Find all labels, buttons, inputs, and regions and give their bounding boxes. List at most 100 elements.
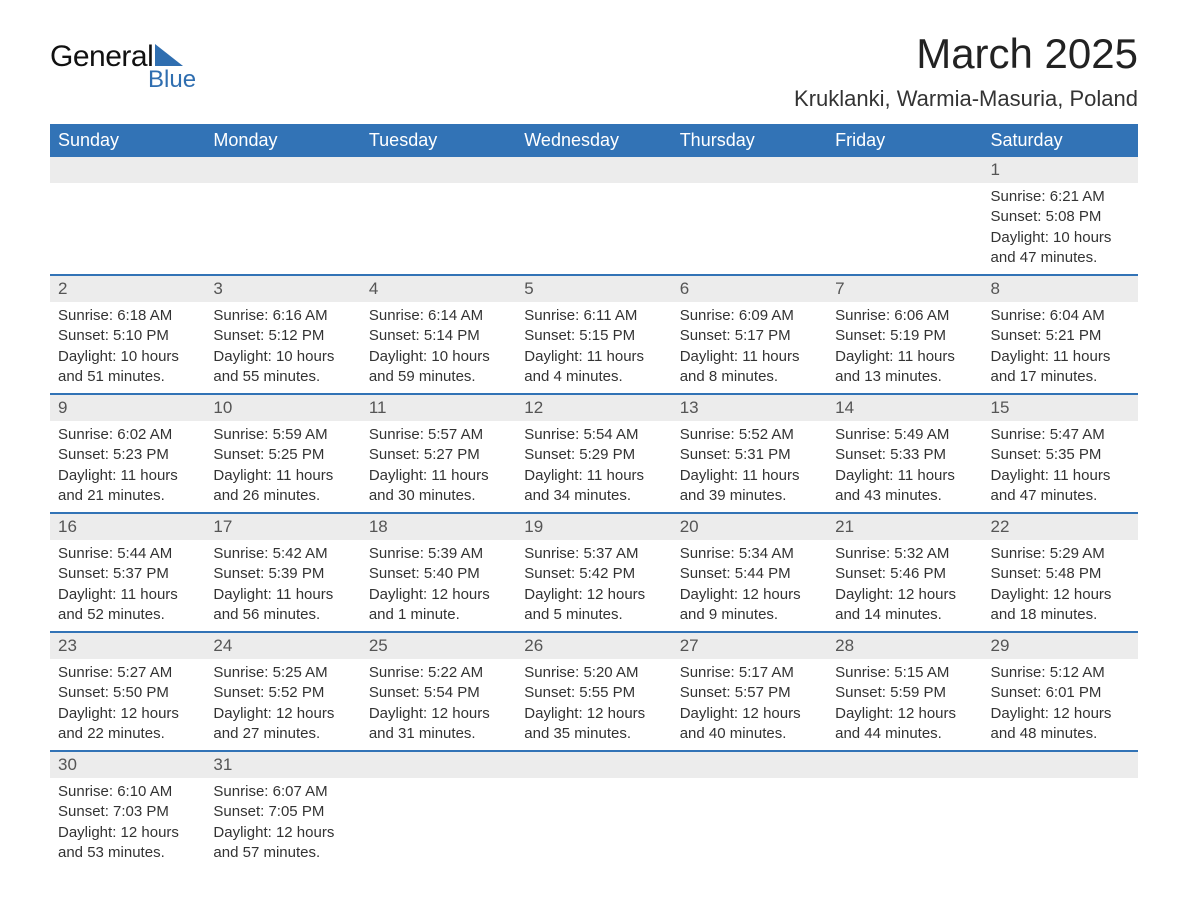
sunset-line: Sunset: 5:17 PM [680, 326, 819, 346]
day-details: Sunrise: 5:52 AMSunset: 5:31 PMDaylight:… [672, 421, 827, 512]
day-cell: 12Sunrise: 5:54 AMSunset: 5:29 PMDayligh… [516, 394, 671, 513]
day-details: Sunrise: 6:09 AMSunset: 5:17 PMDaylight:… [672, 302, 827, 393]
daylight-line: Daylight: 12 hours and 40 minutes. [680, 704, 819, 745]
day-cell: 14Sunrise: 5:49 AMSunset: 5:33 PMDayligh… [827, 394, 982, 513]
day-number: 20 [672, 514, 827, 540]
empty-day-body [50, 183, 205, 259]
sunset-line: Sunset: 5:48 PM [991, 564, 1130, 584]
empty-day-body [672, 778, 827, 854]
sunrise-line: Sunrise: 6:18 AM [58, 306, 197, 326]
day-header: Saturday [983, 124, 1138, 157]
day-details: Sunrise: 6:10 AMSunset: 7:03 PMDaylight:… [50, 778, 205, 869]
empty-day-number [50, 157, 205, 183]
day-details: Sunrise: 5:47 AMSunset: 5:35 PMDaylight:… [983, 421, 1138, 512]
day-number: 16 [50, 514, 205, 540]
daylight-line: Daylight: 11 hours and 43 minutes. [835, 466, 974, 507]
sunset-line: Sunset: 6:01 PM [991, 683, 1130, 703]
daylight-line: Daylight: 10 hours and 51 minutes. [58, 347, 197, 388]
day-number: 26 [516, 633, 671, 659]
calendar-table: SundayMondayTuesdayWednesdayThursdayFrid… [50, 124, 1138, 869]
empty-cell [983, 751, 1138, 869]
sunrise-line: Sunrise: 5:17 AM [680, 663, 819, 683]
day-number: 12 [516, 395, 671, 421]
daylight-line: Daylight: 11 hours and 8 minutes. [680, 347, 819, 388]
day-details: Sunrise: 5:49 AMSunset: 5:33 PMDaylight:… [827, 421, 982, 512]
page-header: General Blue March 2025 Kruklanki, Warmi… [50, 30, 1138, 112]
day-number: 8 [983, 276, 1138, 302]
sunset-line: Sunset: 5:25 PM [213, 445, 352, 465]
sunrise-line: Sunrise: 5:49 AM [835, 425, 974, 445]
sunrise-line: Sunrise: 5:44 AM [58, 544, 197, 564]
day-details: Sunrise: 5:27 AMSunset: 5:50 PMDaylight:… [50, 659, 205, 750]
daylight-line: Daylight: 11 hours and 4 minutes. [524, 347, 663, 388]
empty-cell [361, 751, 516, 869]
day-cell: 7Sunrise: 6:06 AMSunset: 5:19 PMDaylight… [827, 275, 982, 394]
sunset-line: Sunset: 5:46 PM [835, 564, 974, 584]
daylight-line: Daylight: 12 hours and 35 minutes. [524, 704, 663, 745]
daylight-line: Daylight: 11 hours and 13 minutes. [835, 347, 974, 388]
day-cell: 23Sunrise: 5:27 AMSunset: 5:50 PMDayligh… [50, 632, 205, 751]
day-details: Sunrise: 6:18 AMSunset: 5:10 PMDaylight:… [50, 302, 205, 393]
daylight-line: Daylight: 12 hours and 48 minutes. [991, 704, 1130, 745]
empty-day-body [516, 778, 671, 854]
sunset-line: Sunset: 5:14 PM [369, 326, 508, 346]
empty-day-body [361, 778, 516, 854]
day-number: 5 [516, 276, 671, 302]
calendar-row: 2Sunrise: 6:18 AMSunset: 5:10 PMDaylight… [50, 275, 1138, 394]
day-cell: 26Sunrise: 5:20 AMSunset: 5:55 PMDayligh… [516, 632, 671, 751]
day-cell: 27Sunrise: 5:17 AMSunset: 5:57 PMDayligh… [672, 632, 827, 751]
day-number: 24 [205, 633, 360, 659]
sunset-line: Sunset: 5:44 PM [680, 564, 819, 584]
day-cell: 17Sunrise: 5:42 AMSunset: 5:39 PMDayligh… [205, 513, 360, 632]
daylight-line: Daylight: 12 hours and 22 minutes. [58, 704, 197, 745]
day-details: Sunrise: 5:29 AMSunset: 5:48 PMDaylight:… [983, 540, 1138, 631]
sunrise-line: Sunrise: 5:12 AM [991, 663, 1130, 683]
logo-text-general: General [50, 40, 153, 74]
day-number: 18 [361, 514, 516, 540]
sunset-line: Sunset: 5:21 PM [991, 326, 1130, 346]
sunset-line: Sunset: 5:29 PM [524, 445, 663, 465]
sunset-line: Sunset: 7:03 PM [58, 802, 197, 822]
day-details: Sunrise: 6:06 AMSunset: 5:19 PMDaylight:… [827, 302, 982, 393]
empty-day-number [672, 157, 827, 183]
sunset-line: Sunset: 5:55 PM [524, 683, 663, 703]
sunrise-line: Sunrise: 6:11 AM [524, 306, 663, 326]
sunset-line: Sunset: 5:19 PM [835, 326, 974, 346]
day-details: Sunrise: 5:37 AMSunset: 5:42 PMDaylight:… [516, 540, 671, 631]
sunrise-line: Sunrise: 5:39 AM [369, 544, 508, 564]
empty-day-number [516, 157, 671, 183]
sunrise-line: Sunrise: 6:02 AM [58, 425, 197, 445]
sunrise-line: Sunrise: 5:32 AM [835, 544, 974, 564]
day-cell: 24Sunrise: 5:25 AMSunset: 5:52 PMDayligh… [205, 632, 360, 751]
daylight-line: Daylight: 11 hours and 21 minutes. [58, 466, 197, 507]
day-number: 22 [983, 514, 1138, 540]
day-cell: 3Sunrise: 6:16 AMSunset: 5:12 PMDaylight… [205, 275, 360, 394]
day-details: Sunrise: 5:25 AMSunset: 5:52 PMDaylight:… [205, 659, 360, 750]
daylight-line: Daylight: 12 hours and 53 minutes. [58, 823, 197, 864]
day-details: Sunrise: 5:32 AMSunset: 5:46 PMDaylight:… [827, 540, 982, 631]
empty-day-body [672, 183, 827, 259]
daylight-line: Daylight: 12 hours and 31 minutes. [369, 704, 508, 745]
sunrise-line: Sunrise: 6:06 AM [835, 306, 974, 326]
day-cell: 6Sunrise: 6:09 AMSunset: 5:17 PMDaylight… [672, 275, 827, 394]
empty-day-number [983, 752, 1138, 778]
daylight-line: Daylight: 11 hours and 56 minutes. [213, 585, 352, 626]
empty-cell [50, 157, 205, 275]
calendar-row: 30Sunrise: 6:10 AMSunset: 7:03 PMDayligh… [50, 751, 1138, 869]
empty-day-body [361, 183, 516, 259]
daylight-line: Daylight: 10 hours and 55 minutes. [213, 347, 352, 388]
day-cell: 20Sunrise: 5:34 AMSunset: 5:44 PMDayligh… [672, 513, 827, 632]
sunset-line: Sunset: 5:33 PM [835, 445, 974, 465]
sunset-line: Sunset: 5:15 PM [524, 326, 663, 346]
day-header: Friday [827, 124, 982, 157]
empty-day-number [516, 752, 671, 778]
day-cell: 13Sunrise: 5:52 AMSunset: 5:31 PMDayligh… [672, 394, 827, 513]
day-details: Sunrise: 5:42 AMSunset: 5:39 PMDaylight:… [205, 540, 360, 631]
day-cell: 1Sunrise: 6:21 AMSunset: 5:08 PMDaylight… [983, 157, 1138, 275]
day-number: 9 [50, 395, 205, 421]
day-number: 30 [50, 752, 205, 778]
daylight-line: Daylight: 10 hours and 59 minutes. [369, 347, 508, 388]
empty-cell [361, 157, 516, 275]
calendar-row: 16Sunrise: 5:44 AMSunset: 5:37 PMDayligh… [50, 513, 1138, 632]
day-number: 10 [205, 395, 360, 421]
